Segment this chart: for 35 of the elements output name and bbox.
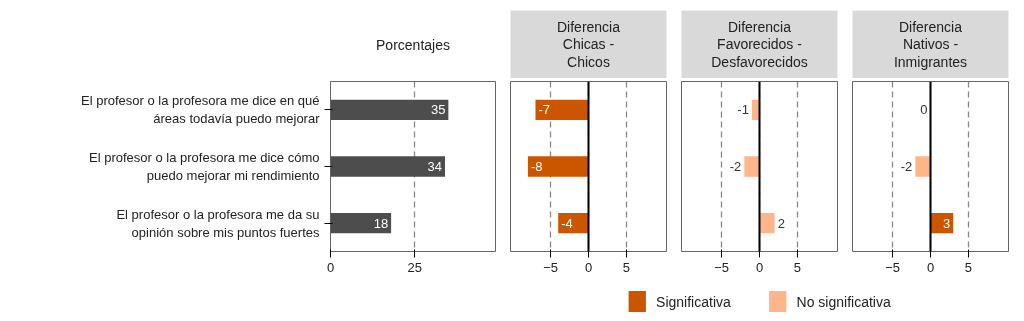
y-tick-label: El profesor o la profesora me da su opinión sobre mis puntos fuertes bbox=[116, 206, 320, 240]
data-label: -7 bbox=[538, 102, 551, 118]
legend-label: No significativa bbox=[796, 293, 891, 310]
chart-title: Diferencia Chicas - Chicos bbox=[556, 18, 621, 71]
bar bbox=[330, 212, 392, 234]
x-tick-label: 0 bbox=[584, 259, 593, 275]
x-tick-label: 5 bbox=[793, 259, 801, 275]
x-tick-label: 0 bbox=[326, 259, 335, 275]
data-label: -4 bbox=[561, 215, 573, 231]
data-label: -2 bbox=[900, 159, 913, 174]
y-tick-label: El profesor o la profesora me dice en qué áreas todavía puedo mejorar bbox=[81, 93, 321, 127]
x-tick-label: 5 bbox=[622, 259, 630, 275]
x-tick-label: −5 bbox=[885, 259, 901, 275]
data-label: -8 bbox=[530, 159, 543, 174]
legend-label: Significativa bbox=[656, 293, 732, 310]
bar bbox=[330, 99, 449, 121]
data-label: 3 bbox=[942, 215, 951, 231]
data-label: 18 bbox=[373, 215, 389, 231]
y-tick-label: El profesor o la profesora me dice cómo puedo mejorar mi rendimiento bbox=[89, 150, 320, 183]
chart-title: Diferencia Nativos - Inmigrantes bbox=[893, 18, 968, 71]
x-tick-label: −5 bbox=[714, 259, 730, 275]
x-tick-label: 25 bbox=[407, 259, 422, 275]
chart-title: Diferencia Favorecidos - Desfavorecidos bbox=[711, 18, 808, 71]
chart-title: Porcentajes bbox=[376, 36, 450, 53]
x-tick-label: 0 bbox=[926, 259, 935, 275]
data-label: 35 bbox=[430, 102, 446, 118]
x-tick-label: 0 bbox=[755, 259, 764, 275]
x-tick-label: −5 bbox=[543, 259, 559, 275]
x-tick-label: 5 bbox=[964, 259, 972, 275]
data-label: -2 bbox=[729, 159, 742, 174]
data-label: 2 bbox=[777, 215, 785, 231]
data-label: -1 bbox=[737, 102, 749, 118]
data-label: 0 bbox=[920, 102, 928, 118]
bar bbox=[330, 156, 445, 177]
data-label: 34 bbox=[427, 159, 442, 174]
